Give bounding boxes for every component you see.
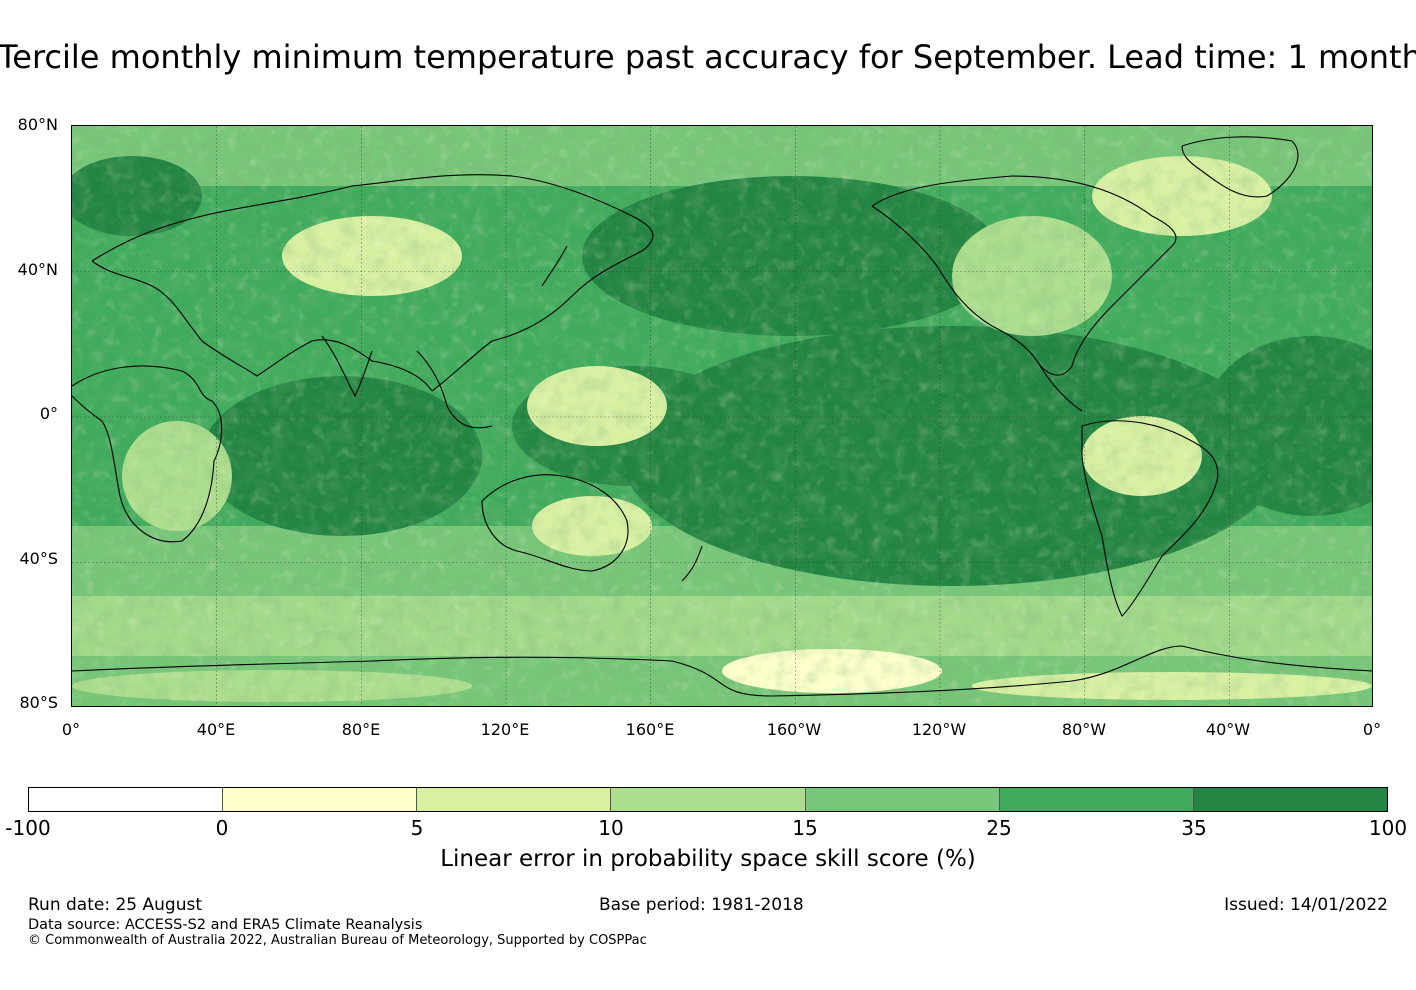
colorbar-tick-100: 100 (1368, 816, 1408, 840)
colorbar-segment-1 (223, 788, 418, 811)
graticule (72, 126, 1372, 706)
lat-label-40s: 40°S (19, 549, 58, 568)
issued-date: Issued: 14/01/2022 (1224, 895, 1388, 915)
coastlines (72, 136, 1372, 697)
skill-map (71, 125, 1373, 707)
copyright: © Commonwealth of Australia 2022, Austra… (28, 933, 647, 948)
lon-label-80e: 80°E (341, 720, 381, 739)
colorbar-tick-10: 10 (598, 816, 624, 840)
colorbar-segment-3 (611, 788, 806, 811)
data-source: Data source: ACCESS-S2 and ERA5 Climate … (28, 917, 423, 933)
colorbar-segment-4 (805, 788, 1000, 811)
chart-title: Tercile monthly minimum temperature past… (0, 38, 1416, 76)
lon-label-120w: 120°W (911, 720, 967, 739)
colorbar (28, 787, 1388, 812)
colorbar-label: Linear error in probability space skill … (440, 846, 976, 872)
lon-label-0-east: 0° (1362, 720, 1382, 739)
base-period: Base period: 1981-2018 (599, 895, 804, 915)
lon-label-160e: 160°E (625, 720, 675, 739)
colorbar-tick-35: 35 (1181, 816, 1207, 840)
lon-label-40e: 40°E (196, 720, 236, 739)
lon-label-0-west: 0° (61, 720, 81, 739)
colorbar-segment-6 (1193, 788, 1387, 811)
colorbar-segment-0 (29, 788, 224, 811)
colorbar-tick-0: 0 (215, 816, 229, 840)
lat-label-0: 0° (39, 404, 58, 423)
lat-label-40n: 40°N (17, 260, 58, 279)
lat-label-80s: 80°S (19, 693, 58, 712)
lon-label-80w: 80°W (1061, 720, 1107, 739)
skill-map-svg (72, 126, 1372, 706)
colorbar-tick-5: 5 (410, 816, 424, 840)
colorbar-segment-2 (417, 788, 612, 811)
colorbar-tick-15: 15 (792, 816, 818, 840)
colorbar-tick-minus100: -100 (5, 816, 51, 840)
lat-label-80n: 80°N (17, 115, 58, 134)
lon-label-120e: 120°E (480, 720, 530, 739)
lon-label-40w: 40°W (1205, 720, 1251, 739)
run-date: Run date: 25 August (28, 895, 202, 915)
colorbar-segment-5 (999, 788, 1194, 811)
lon-label-160w: 160°W (766, 720, 822, 739)
colorbar-tick-25: 25 (986, 816, 1012, 840)
